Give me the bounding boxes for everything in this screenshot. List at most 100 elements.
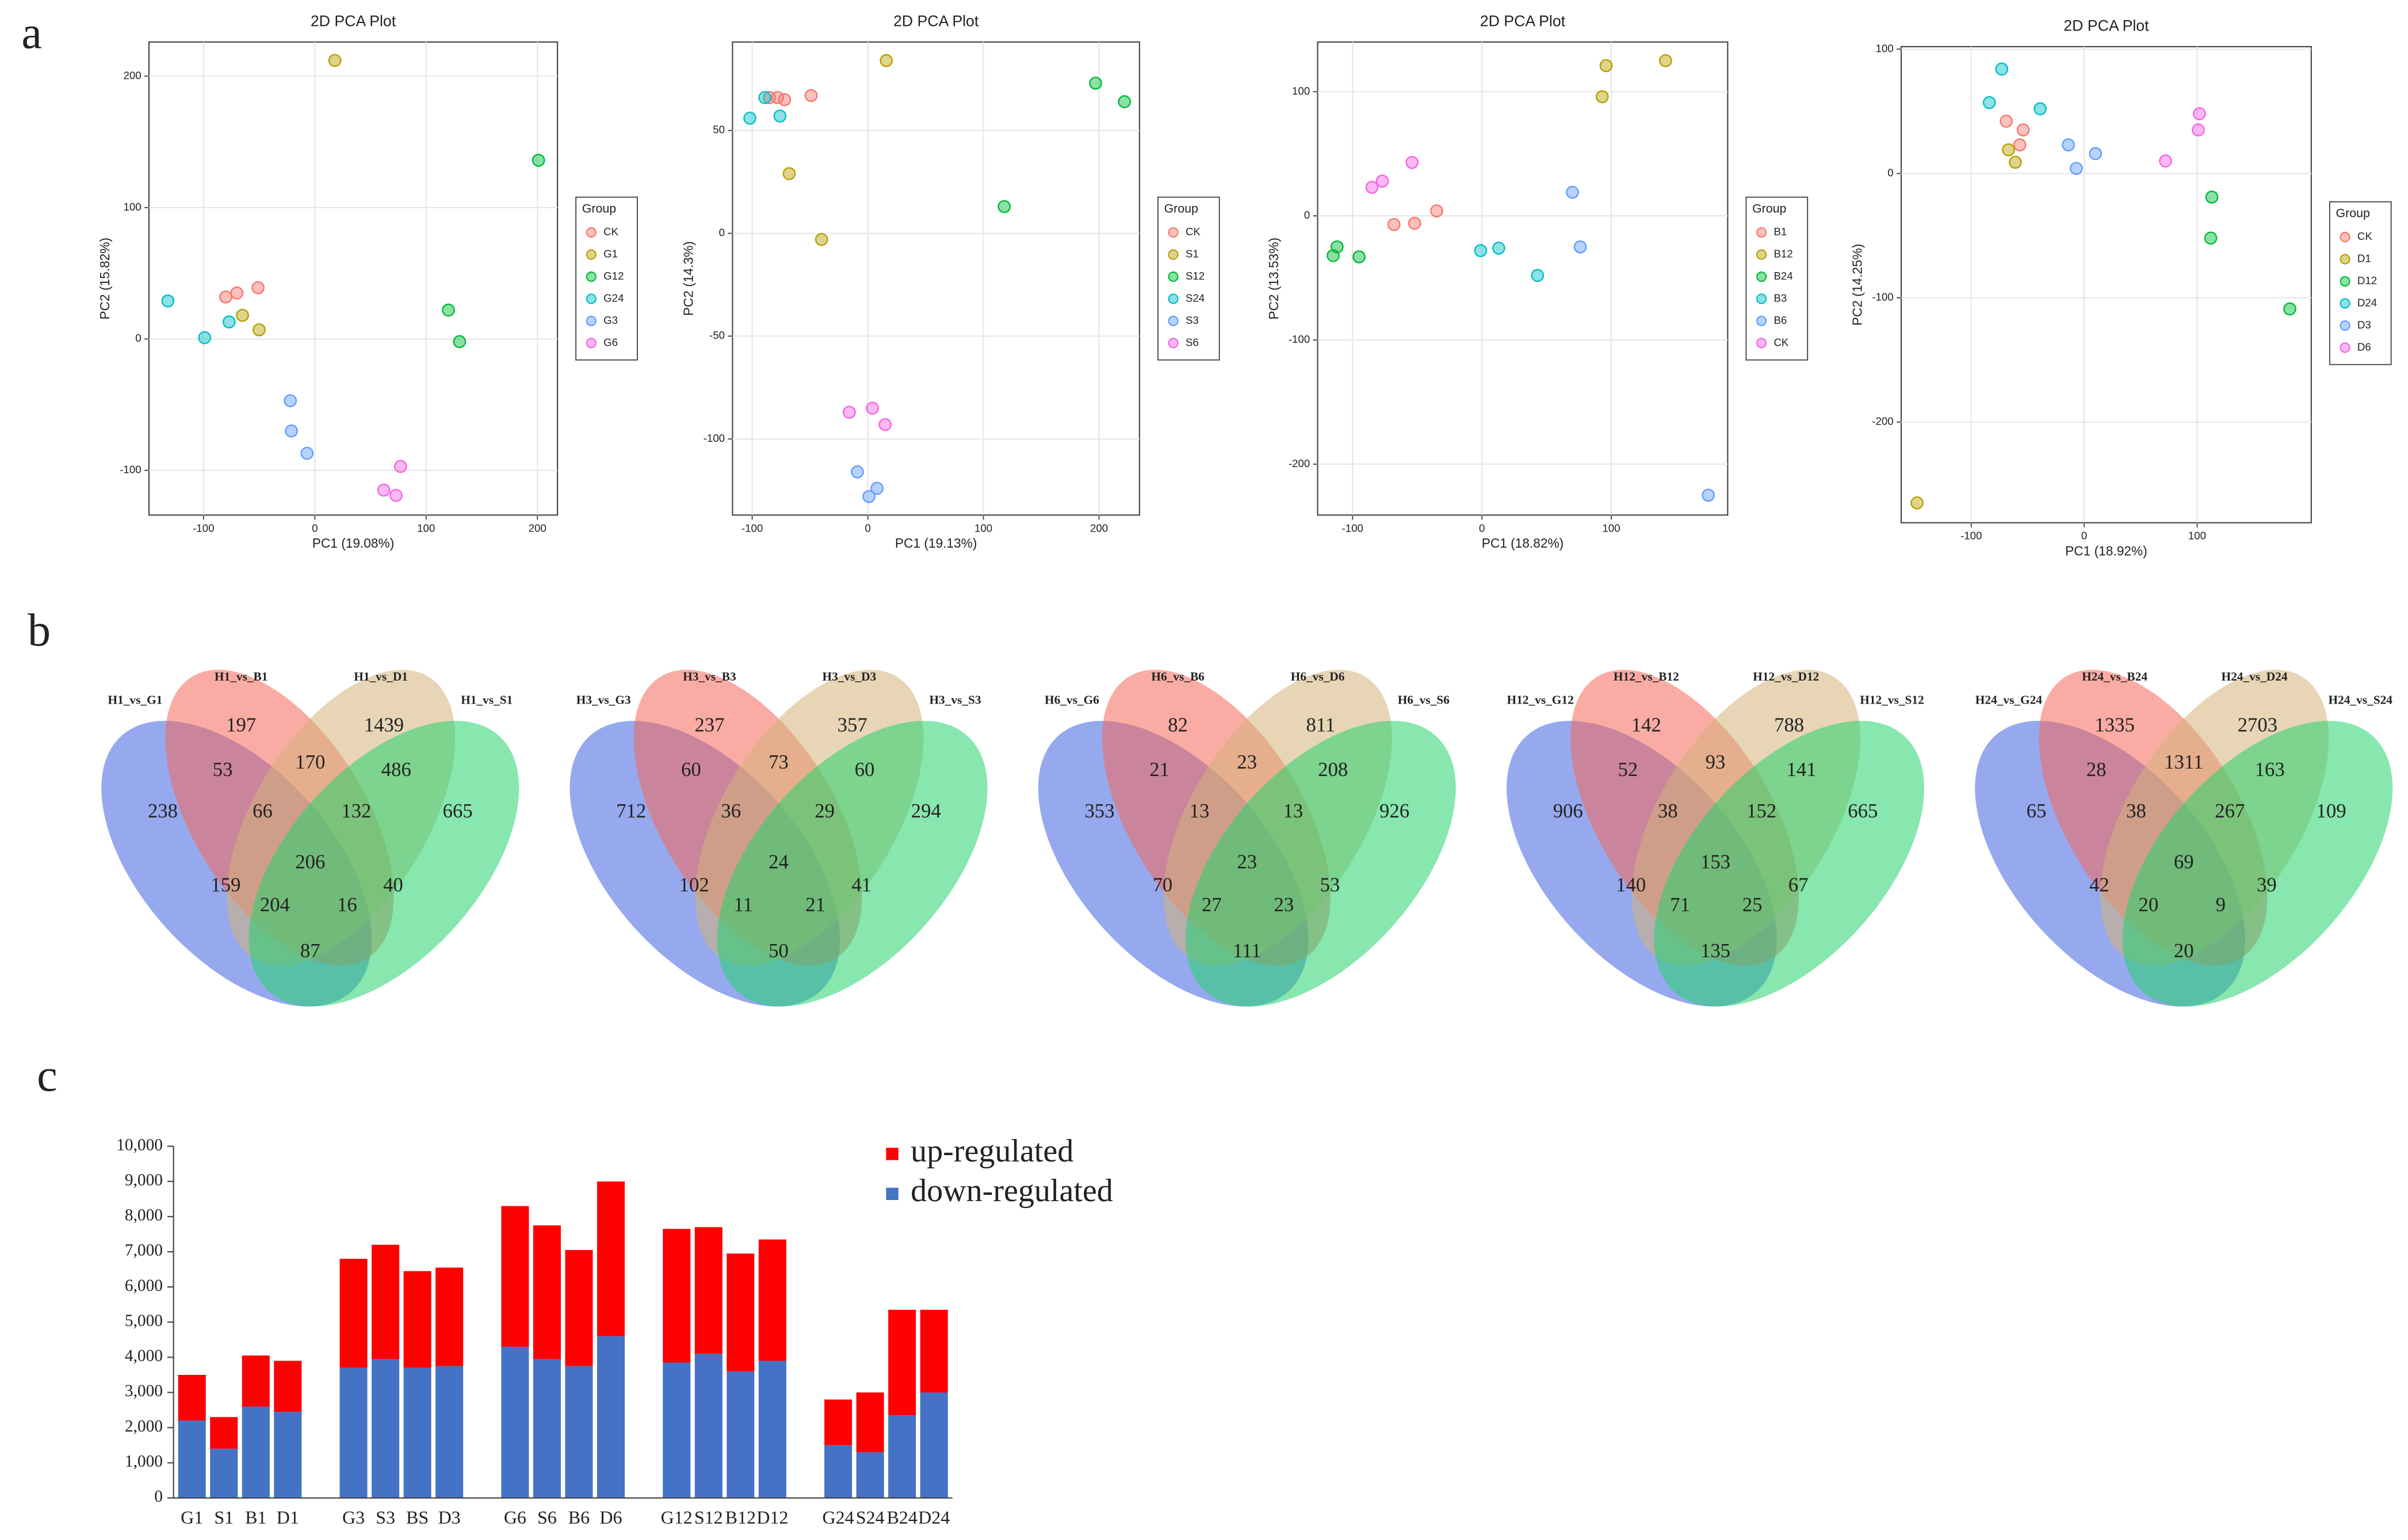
point	[1118, 95, 1132, 109]
bar-segment	[694, 1354, 723, 1498]
legend-label: S3	[1186, 314, 1199, 326]
venn-count: 206	[295, 850, 325, 873]
y-tick-label: -200	[1289, 457, 1310, 469]
point	[2193, 107, 2206, 121]
venn-count: 665	[443, 800, 473, 822]
venn-count: 159	[211, 873, 240, 896]
y-axis-label: PC2 (13.53%)	[1266, 238, 1281, 320]
x-axis-label: PC1 (19.13%)	[895, 536, 977, 551]
point	[230, 286, 244, 300]
x-tick-label: -100	[193, 522, 214, 534]
venn-count: 53	[1320, 873, 1340, 896]
panel-label: b	[28, 605, 51, 656]
legend-marker	[586, 227, 597, 238]
point	[2159, 154, 2172, 168]
legend-label: CK	[1186, 226, 1201, 238]
point	[851, 465, 864, 479]
venn-count: 926	[1379, 800, 1409, 822]
point	[782, 167, 796, 181]
x-tick-label: G24	[823, 1507, 854, 1528]
legend-label: B1	[1773, 226, 1787, 238]
venn-count: 28	[2086, 758, 2107, 781]
venn-count: 71	[1670, 893, 1690, 916]
point	[2070, 162, 2083, 175]
venn-count: 16	[337, 893, 357, 916]
venn-count: 294	[911, 800, 941, 822]
x-axis-label: PC1 (18.82%)	[1482, 536, 1564, 551]
bar-segment	[824, 1399, 853, 1446]
y-tick-label: 9,000	[125, 1171, 163, 1189]
venn-count: 204	[260, 893, 290, 916]
x-tick-label: G3	[342, 1507, 365, 1528]
legend-box	[2329, 201, 2392, 365]
bar-segment	[920, 1392, 948, 1498]
point	[222, 315, 236, 328]
point	[2204, 231, 2218, 245]
venn-count: 152	[1746, 800, 1776, 822]
chart-title: 2D PCA Plot	[1480, 12, 1566, 29]
venn-set-label: H3_vs_G3	[576, 693, 631, 706]
venn-set-label: H3_vs_D3	[822, 670, 876, 683]
bar-segment	[533, 1225, 561, 1359]
x-tick-label: S3	[376, 1507, 395, 1528]
point	[1573, 240, 1587, 254]
legend-box	[575, 196, 638, 361]
x-tick-label: D1	[277, 1507, 299, 1528]
bar-segment	[403, 1367, 431, 1498]
bar-segment	[727, 1371, 755, 1498]
venn-count: 36	[721, 800, 741, 822]
x-tick-label: 100	[2188, 530, 2206, 542]
point	[198, 331, 212, 345]
bar-segment	[758, 1361, 786, 1498]
chart-title: 2D PCA Plot	[893, 12, 979, 29]
legend-title: Group	[1164, 202, 1198, 216]
venn-count: 267	[2215, 800, 2245, 822]
venn-count: 142	[1631, 714, 1661, 736]
legend-marker	[1168, 227, 1179, 238]
y-tick-label: 0	[154, 1488, 163, 1506]
bar-segment	[597, 1181, 625, 1336]
legend-label: D3	[2357, 319, 2371, 331]
venn-set	[717, 721, 988, 1007]
x-tick-label: S12	[694, 1507, 723, 1528]
point	[532, 154, 545, 167]
venn-count: 109	[2317, 800, 2346, 822]
point	[300, 446, 314, 460]
venn-set-label: H6_vs_S6	[1398, 693, 1450, 706]
venn-count: 23	[1274, 893, 1294, 916]
bar-segment	[242, 1355, 270, 1407]
legend-title: Group	[2336, 207, 2370, 220]
y-tick-label: 6,000	[125, 1277, 163, 1295]
legend-label: S6	[1186, 336, 1199, 348]
legend-marker	[586, 249, 597, 260]
venn-count: 135	[1700, 939, 1730, 962]
legend-label: S24	[1186, 292, 1205, 304]
venn-count: 38	[1658, 800, 1678, 822]
point	[2205, 190, 2219, 204]
venn-set-label: H6_vs_D6	[1291, 670, 1345, 683]
venn-count: 140	[1616, 873, 1646, 896]
x-tick-label: G6	[504, 1507, 526, 1528]
venn-count: 41	[851, 873, 872, 896]
x-tick-label: D6	[599, 1507, 622, 1528]
x-tick-label: B12	[725, 1507, 756, 1528]
point	[236, 308, 249, 322]
legend-marker	[586, 271, 597, 282]
venn-set-label: H12_vs_S12	[1860, 693, 1924, 706]
point	[1405, 156, 1419, 169]
bar-segment	[856, 1452, 884, 1498]
x-tick-label: D3	[438, 1507, 461, 1528]
legend-marker	[2340, 320, 2350, 331]
bar-segment	[339, 1259, 368, 1368]
point	[328, 54, 342, 67]
bar-segment	[210, 1449, 238, 1498]
y-tick-label: -100	[1872, 291, 1893, 303]
legend-title: Group	[582, 202, 616, 216]
bar-segment	[501, 1206, 529, 1347]
x-tick-label: 0	[1479, 522, 1485, 534]
y-tick-label: 0	[1304, 209, 1310, 221]
venn-count: 38	[2126, 800, 2146, 822]
venn-count: 21	[1149, 758, 1169, 781]
venn-count: 93	[1706, 751, 1726, 773]
venn-count: 27	[1202, 893, 1222, 916]
